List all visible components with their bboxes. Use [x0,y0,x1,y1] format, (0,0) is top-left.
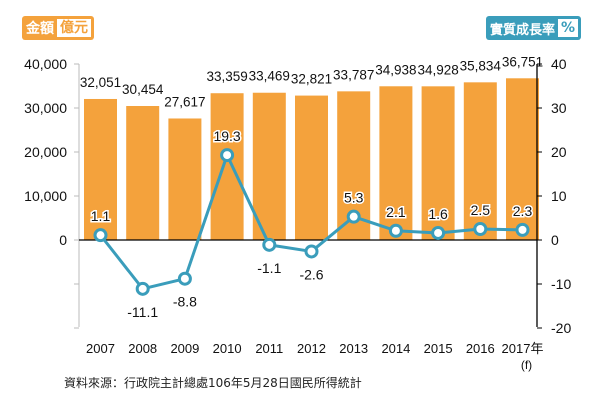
growth-point-2014 [388,223,403,238]
x-axis-label: 2014 [381,341,410,356]
left-axis-tick-label: 40,000 [24,56,67,72]
bar-value-label: 34,938 [375,62,416,77]
growth-value-label: -11.1 [127,304,158,320]
x-axis-label: 2010 [213,341,242,356]
right-axis-tick-label: 30 [551,100,567,116]
x-axis-label: 2008 [128,341,157,356]
growth-point-2017 [515,222,530,237]
growth-value-label: 2.5 [471,202,491,218]
growth-value-label: 5.3 [344,190,364,206]
bar-2010 [210,93,244,240]
bar-2017 [506,78,539,241]
x-axis-label: 2011 [255,341,283,356]
bar-value-label: 32,051 [80,75,121,90]
growth-point-2013 [346,209,361,224]
growth-value-label: 1.6 [428,206,448,222]
x-axis-forecast-note: (f) [521,358,532,372]
left-axis-tick-label: 20,000 [24,144,67,160]
bar-2009 [168,118,202,240]
growth-value-label: 1.1 [91,208,111,224]
bar-value-label: 27,617 [164,94,205,109]
bar-2014 [379,86,413,240]
right-axis-unit: % [558,19,579,37]
bar-value-label: 30,454 [122,82,164,97]
bar-2011 [252,92,286,241]
right-axis-tick-label: 0 [551,232,559,248]
x-axis-label: 2015 [424,341,453,356]
growth-value-label: -1.1 [257,260,281,276]
left-axis-tick-label: 30,000 [24,100,67,116]
bar-value-label: 33,469 [249,69,290,84]
growth-value-label: -8.8 [173,294,197,310]
growth-value-label: 19.3 [213,128,240,144]
right-axis-tick-label: -10 [551,276,571,292]
bar-value-label: 33,787 [333,67,374,82]
source-note: 資料來源：行政院主計總處106年5月28日國民所得統計 [64,376,362,390]
x-axis-label: 2016 [466,341,495,356]
growth-point-2011 [262,237,277,252]
bar-value-label: 32,821 [291,72,332,87]
left-axis-tick-label: 10,000 [24,188,67,204]
left-axis-tick-label: 0 [59,232,67,248]
bar-value-label: 36,751 [502,54,543,69]
right-axis-tick-label: -20 [551,320,571,336]
left-axis-label: 金額 [26,21,54,37]
x-axis-label: 2012 [297,341,326,356]
x-axis-label: 2007 [86,341,115,356]
growth-point-2015 [431,225,446,240]
growth-point-2007 [93,228,108,243]
left-axis-badge: 金額 億元 [22,16,94,40]
x-axis-label: 2009 [170,341,199,356]
bar-2012 [295,95,328,240]
growth-value-label: 2.1 [386,204,406,220]
growth-point-2008 [135,281,150,296]
bar-2016 [463,82,497,240]
growth-point-2009 [177,271,192,286]
x-axis-label: 2013 [339,341,368,356]
bar-2007 [84,98,117,240]
bar-value-label: 34,928 [417,62,458,77]
bar-value-label: 33,359 [206,69,247,84]
growth-value-label: 2.3 [513,203,533,219]
left-axis-unit: 億元 [57,19,91,37]
growth-point-2016 [473,222,488,236]
bar-value-label: 35,834 [460,58,502,73]
growth-value-label: -2.6 [299,266,323,282]
growth-point-2010 [220,148,235,163]
right-axis-badge: 實質成長率 % [486,16,582,40]
right-axis-tick-label: 20 [551,144,567,160]
x-axis-label: 2017年 [502,341,544,356]
right-axis-label: 實質成長率 [490,22,556,38]
bar-2015 [421,86,455,240]
bar-2008 [126,106,160,240]
right-axis-tick-label: 40 [551,56,567,72]
growth-point-2012 [304,244,319,259]
right-axis-tick-label: 10 [551,188,567,204]
